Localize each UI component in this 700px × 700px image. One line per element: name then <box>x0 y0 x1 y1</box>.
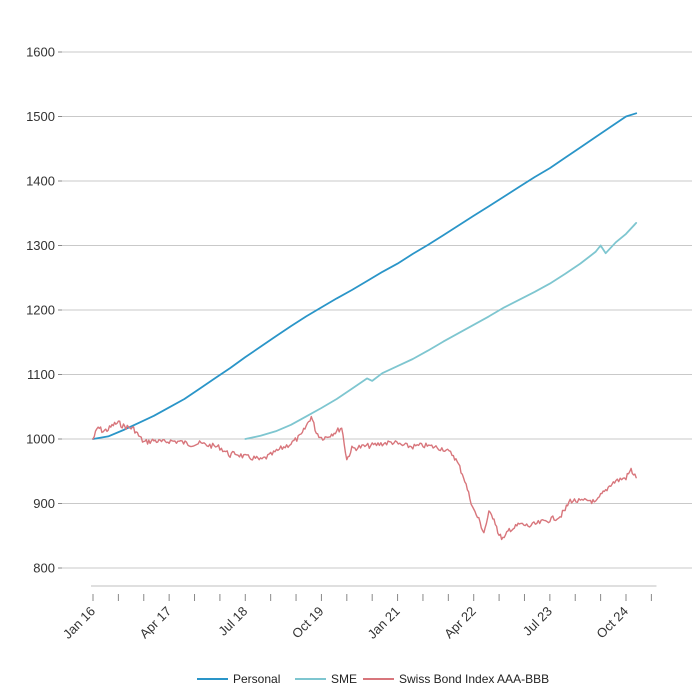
y-tick-label: 1600 <box>26 45 55 60</box>
x-tick-label: Jul 23 <box>520 604 555 639</box>
x-tick-label: Apr 22 <box>441 604 479 642</box>
y-tick-label: 1000 <box>26 432 55 447</box>
y-tick-label: 1300 <box>26 238 55 253</box>
x-tick-label: Jan 16 <box>60 604 98 642</box>
y-tick-label: 1400 <box>26 174 55 189</box>
legend-label: Personal <box>233 672 280 686</box>
y-tick-label: 1500 <box>26 109 55 124</box>
series-line-swiss-bond-index-aaa-bbb <box>92 415 637 541</box>
series-line-personal <box>92 112 638 440</box>
x-tick-label: Oct 19 <box>289 604 327 642</box>
x-tick-label: Oct 24 <box>593 604 631 642</box>
y-tick-label: 1100 <box>27 367 55 382</box>
legend: Personal SME Swiss Bond Index AAA-BBB <box>197 672 549 686</box>
series-layer <box>92 112 638 541</box>
y-tick-label: 900 <box>33 496 55 511</box>
x-tick-label: Apr 17 <box>137 604 175 642</box>
x-axis: Jan 16 Apr 17 Jul 18 Oct 19 Jan 21 Apr 22 Jul … <box>60 585 657 642</box>
series-line-sme <box>244 222 638 440</box>
y-tick-label: 800 <box>33 561 55 576</box>
y-tick-label: 1200 <box>26 303 55 318</box>
x-tick-label: Jul 18 <box>215 604 250 639</box>
grid-layer <box>62 51 692 569</box>
legend-label: Swiss Bond Index AAA-BBB <box>399 672 549 686</box>
x-tick-label: Jan 21 <box>364 604 402 642</box>
y-axis: 800 900 1000 1100 1200 1300 1400 1500 1600 <box>26 45 62 576</box>
legend-label: SME <box>331 672 357 686</box>
